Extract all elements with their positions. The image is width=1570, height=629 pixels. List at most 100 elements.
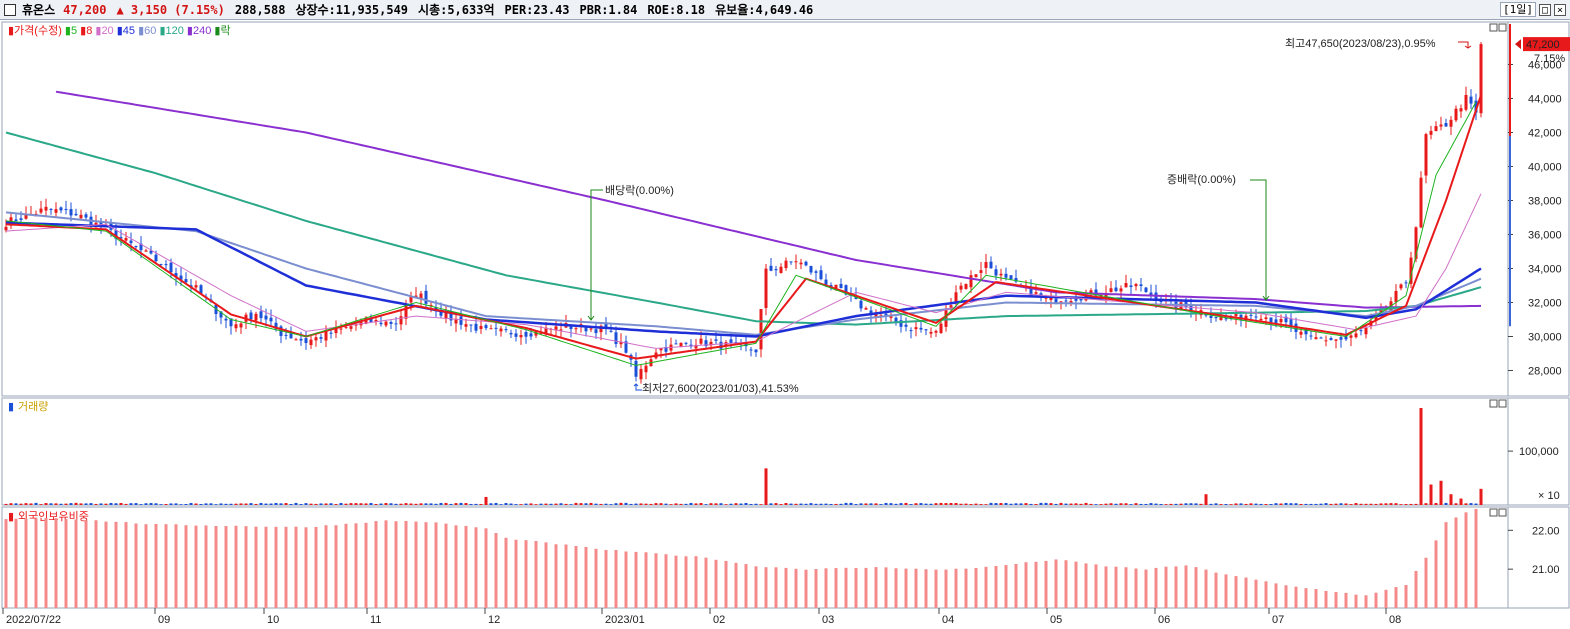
- candle-body: [1259, 318, 1263, 321]
- foreign-bar: [1254, 579, 1258, 608]
- volume-bar: [644, 503, 648, 505]
- volume-bar: [1459, 498, 1463, 505]
- volume-bar: [1384, 503, 1388, 505]
- x-axis: 2022/07/22 09 10 11 12 2023/01 02 03 04 05 06 07 08: [2, 608, 1401, 626]
- volume-bar: [1064, 503, 1068, 505]
- volume-bar: [764, 468, 768, 505]
- candle-body: [1324, 340, 1328, 342]
- candle-body: [1234, 313, 1238, 317]
- candle-body: [1284, 316, 1288, 323]
- candle-body: [984, 262, 988, 269]
- foreign-bar: [64, 519, 68, 608]
- volume-bar: [509, 503, 513, 505]
- foreign-bar: [614, 549, 618, 608]
- candle-body: [624, 341, 628, 353]
- volume-bar: [1179, 503, 1183, 505]
- foreign-bar: [4, 519, 8, 608]
- volume-bar: [239, 503, 243, 505]
- volume-bar: [369, 503, 373, 505]
- candle-body: [939, 323, 943, 334]
- foreign-bar: [1394, 587, 1398, 608]
- volume-bar: [1039, 502, 1043, 505]
- foreign-bar: [494, 532, 498, 608]
- volume-bar: [279, 503, 283, 505]
- volume-bar: [1359, 503, 1363, 505]
- candle-body: [819, 270, 823, 280]
- foreign-bar: [534, 541, 538, 608]
- price-tick-label: 46,000: [1528, 60, 1562, 72]
- price-tick-label: 32,000: [1528, 298, 1562, 310]
- candle-body: [774, 269, 778, 271]
- foreign-bar: [1064, 560, 1068, 608]
- volume-bar: [614, 503, 618, 505]
- volume-bar: [1164, 504, 1168, 505]
- volume-bar: [904, 502, 908, 505]
- foreign-title: 외국인보유비중: [18, 510, 89, 523]
- candle-body: [304, 338, 308, 344]
- candle-body: [1304, 328, 1308, 335]
- price-tick-label: 38,000: [1528, 196, 1562, 208]
- foreign-bar: [1434, 540, 1438, 608]
- foreign-bar: [434, 522, 438, 608]
- candle-body: [1094, 289, 1098, 296]
- volume-bar: [99, 503, 103, 505]
- close-icon[interactable]: ×: [1554, 3, 1566, 16]
- x-tick-label: 11: [370, 614, 381, 626]
- volume-bar: [459, 502, 463, 505]
- window-controls: [1일] □ ×: [1500, 2, 1566, 17]
- volume-bar: [659, 503, 663, 505]
- price-axis: 28,000 30,000 32,000 34,000 36,000 38,000 40,0…: [1508, 60, 1562, 378]
- volume-bar: [569, 504, 573, 505]
- candle-body: [544, 327, 548, 335]
- current-price-marker: [1515, 39, 1521, 50]
- volume-bar: [59, 503, 63, 505]
- candle-body: [324, 331, 328, 341]
- maximize-icon[interactable]: □: [1539, 3, 1551, 16]
- volume-tick-label: 100,000: [1519, 446, 1559, 458]
- volume-bar: [849, 502, 853, 505]
- candle-body: [4, 226, 8, 231]
- candle-body: [864, 308, 868, 310]
- candle-body: [444, 311, 448, 319]
- select-checkbox[interactable]: [4, 3, 16, 16]
- candle-body: [449, 311, 453, 321]
- candle-body: [1144, 287, 1148, 293]
- ma5-line: [5, 101, 1477, 366]
- candle-body: [1424, 134, 1428, 176]
- price-tick-label: 42,000: [1528, 128, 1562, 140]
- volume-bar: [1219, 504, 1223, 505]
- volume-bar: [524, 503, 528, 505]
- foreign-bar: [1384, 589, 1388, 608]
- volume-bar: [19, 503, 23, 505]
- candle-body: [429, 304, 433, 306]
- volume-bar: [1419, 408, 1423, 505]
- candle-body: [1134, 284, 1138, 287]
- volume-bar: [1284, 502, 1288, 505]
- foreign-bar: [234, 525, 238, 608]
- price-panel-frame: [1, 21, 1509, 397]
- candle-body: [944, 309, 948, 327]
- candle-body: [1474, 100, 1478, 113]
- candle-body: [49, 209, 53, 211]
- volume-bar: [1474, 503, 1478, 505]
- candle-body: [1069, 301, 1073, 303]
- volume-bar: [609, 504, 613, 505]
- x-tick-label: 03: [822, 614, 834, 626]
- candle-body: [659, 348, 663, 351]
- foreign-bar: [1294, 586, 1298, 608]
- foreign-bar: [974, 568, 978, 608]
- volume-bar: [349, 503, 353, 505]
- volume-bar: [1019, 503, 1023, 505]
- foreign-bar: [1264, 581, 1268, 608]
- candle-body: [424, 290, 428, 304]
- legend-item: ▮가격(수정): [8, 24, 62, 37]
- volume-bar: [1354, 503, 1358, 505]
- foreign-bar: [1134, 568, 1138, 608]
- foreign-bar: [844, 567, 848, 608]
- volume-bar: [1099, 504, 1103, 505]
- candle-body: [14, 219, 18, 221]
- period-button[interactable]: [1일]: [1500, 2, 1536, 17]
- foreign-tick-label: 22.00: [1532, 525, 1560, 537]
- volume-bar: [454, 503, 458, 505]
- volume-bar: [1224, 504, 1228, 505]
